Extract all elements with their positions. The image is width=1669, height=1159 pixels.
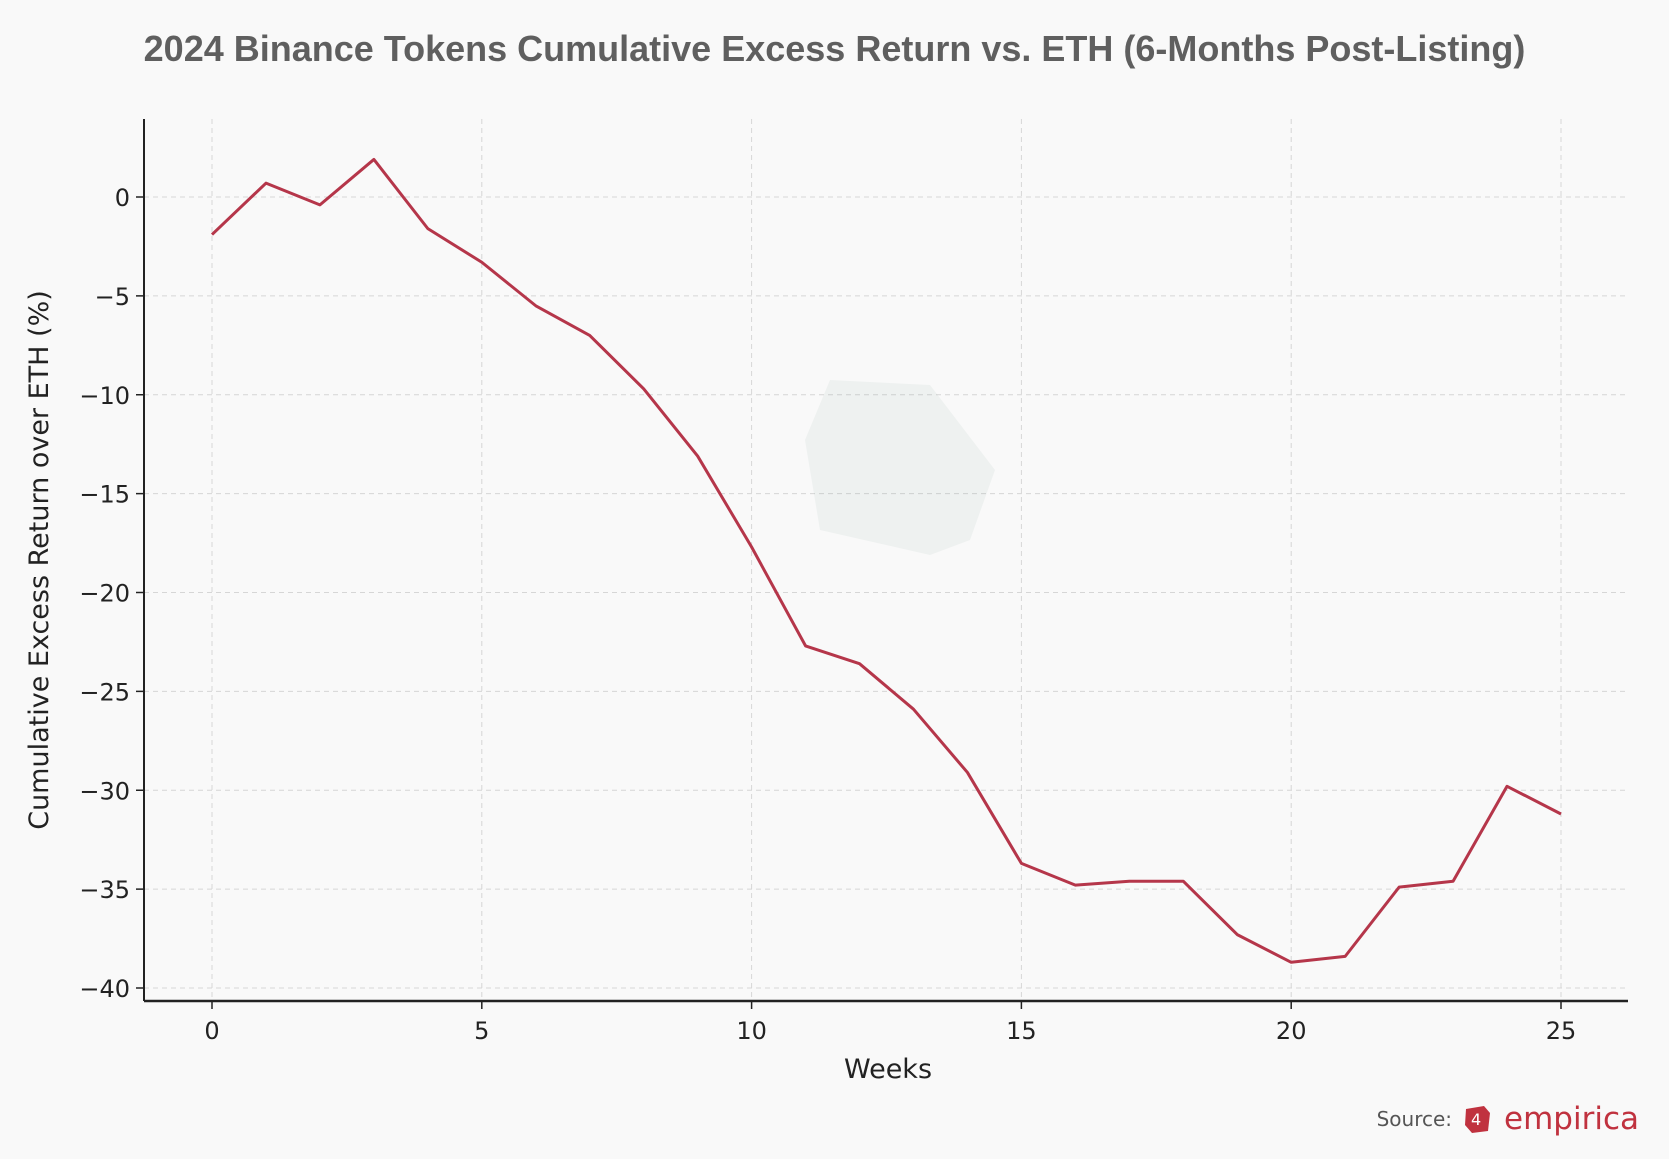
x-tick-label: 0 <box>204 1017 219 1045</box>
series <box>210 157 1562 964</box>
x-tick-label: 5 <box>474 1017 489 1045</box>
y-tick-label: −35 <box>79 876 130 904</box>
chart-title: 2024 Binance Tokens Cumulative Excess Re… <box>143 28 1526 69</box>
series-line <box>210 157 1562 964</box>
y-tick-label: −5 <box>95 283 130 311</box>
svg-text:4: 4 <box>1471 1110 1481 1129</box>
y-tick-label: −25 <box>79 678 130 706</box>
x-axis-label: Weeks <box>844 1054 932 1085</box>
empirica-logo-text: empirica <box>1504 1101 1639 1137</box>
y-tick-label: −30 <box>79 777 130 805</box>
x-tick-label: 20 <box>1276 1017 1307 1045</box>
y-tick-label: 0 <box>115 184 130 212</box>
y-tick-label: −40 <box>79 975 130 1003</box>
grid <box>144 119 1628 1001</box>
tick-labels: 0 5 10 15 20 25 0 −5 −10 −15 −20 −25 −30 −35 −40 <box>79 184 1576 1045</box>
x-tick-label: 25 <box>1546 1017 1577 1045</box>
y-tick-label: −15 <box>79 481 130 509</box>
empirica-logo-icon: 4 <box>1465 1106 1491 1133</box>
x-tick-label: 15 <box>1006 1017 1037 1045</box>
x-tick-label: 10 <box>736 1017 767 1045</box>
source-attribution: Source: 4 empirica <box>1377 1101 1639 1137</box>
watermark-logo <box>805 380 995 555</box>
source-label: Source: <box>1376 1107 1453 1131</box>
axes <box>136 119 1628 1009</box>
y-tick-label: −20 <box>79 580 130 608</box>
y-tick-label: −10 <box>79 382 130 410</box>
y-axis-label: Cumulative Excess Return over ETH (%) <box>24 290 55 830</box>
